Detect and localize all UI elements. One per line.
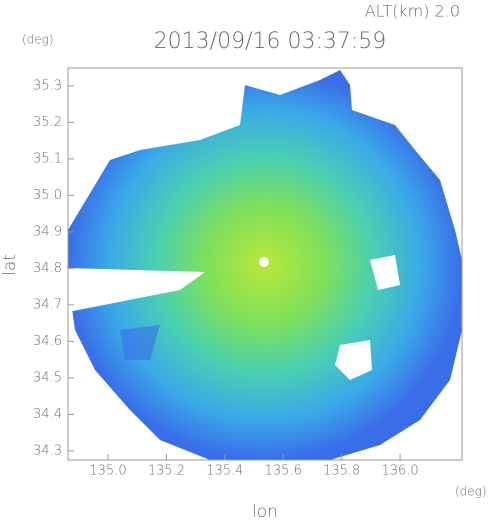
x-tick-label: 136.0 xyxy=(381,464,418,479)
y-tick-label: 34.6 xyxy=(33,334,62,349)
y-tick-label: 34.4 xyxy=(33,407,62,422)
y-tick-label: 35.0 xyxy=(33,188,62,203)
x-axis-label: lon xyxy=(252,502,278,521)
x-tick-label: 135.0 xyxy=(89,464,126,479)
y-tick-label: 34.3 xyxy=(33,443,62,458)
y-tick-label: 35.2 xyxy=(33,115,62,130)
y-axis-label: lat xyxy=(0,254,20,276)
y-unit: (deg) xyxy=(22,33,54,47)
y-tick-label: 35.3 xyxy=(33,78,62,93)
y-tick-label: 34.8 xyxy=(33,261,62,276)
y-tick-label: 34.9 xyxy=(33,224,62,239)
x-tick-label: 135.8 xyxy=(323,464,360,479)
x-tick-label: 135.2 xyxy=(148,464,185,479)
y-tick-label: 34.5 xyxy=(33,370,62,385)
altitude-label: ALT(km) 2.0 xyxy=(365,2,460,21)
plot-frame xyxy=(67,67,463,461)
y-tick-label: 34.7 xyxy=(33,297,62,312)
radar-field xyxy=(68,70,462,460)
x-tick-label: 135.6 xyxy=(265,464,302,479)
y-tick-label: 35.1 xyxy=(33,151,62,166)
chart-title: 2013/09/16 03:37:59 xyxy=(154,29,387,54)
x-unit: (deg) xyxy=(455,485,487,499)
x-tick-label: 135.4 xyxy=(206,464,243,479)
